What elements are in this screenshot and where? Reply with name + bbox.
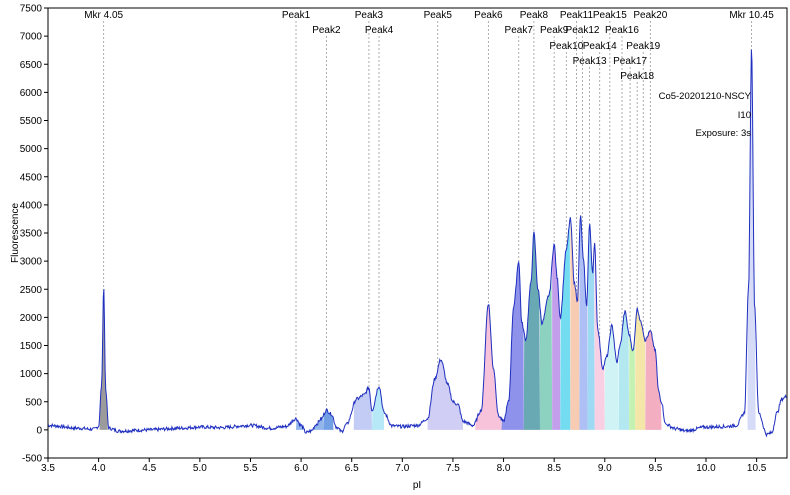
peak-6-label: Peak6 xyxy=(474,10,503,21)
y-axis-title: Fluorescence xyxy=(10,203,21,263)
x-axis: 3.5 4.0 4.5 5.0 5.5 6.0 6.5 7.0 7.5 8.0 8.5 9.0 9.5 1… xyxy=(41,458,767,474)
peak-10-label: Peak10 xyxy=(549,41,583,52)
peak-5-label: Peak5 xyxy=(424,10,453,21)
x-tick-label-9: 8.0 xyxy=(497,463,511,474)
x-tick-label-12: 9.5 xyxy=(648,463,662,474)
y-tick-label-5: 2000 xyxy=(20,313,43,324)
x-tick-label-14: 10.5 xyxy=(747,463,767,474)
peak-fill-13 xyxy=(579,215,588,430)
peak-fill-20 xyxy=(645,330,662,430)
peak-7-label: Peak7 xyxy=(505,25,534,36)
peak-12-label: Peak12 xyxy=(566,25,600,36)
x-tick-label-11: 9.0 xyxy=(598,463,612,474)
trace-group xyxy=(47,49,787,438)
plot-area xyxy=(47,7,788,459)
y-tick-label-15: 7000 xyxy=(20,32,43,43)
marker-fill-2 xyxy=(747,49,756,430)
marker-fill-1 xyxy=(99,289,108,430)
peak-9-label: Peak9 xyxy=(540,25,569,36)
peak-fill-3 xyxy=(353,387,372,430)
x-tick-label-3: 5.0 xyxy=(193,463,207,474)
peak-16-label: Peak16 xyxy=(605,25,639,36)
x-tick-label-8: 7.5 xyxy=(446,463,460,474)
peak-2-label: Peak2 xyxy=(312,25,341,36)
y-axis: -500 0 500 1000 1500 2000 2500 3000 3500 4000 4500… xyxy=(20,4,48,465)
peak-fill-8 xyxy=(523,231,540,430)
annotation-1: Co5-20201210-NSCY xyxy=(659,91,752,102)
x-tick-label-4: 5.5 xyxy=(244,463,258,474)
peak-fill-14 xyxy=(587,223,595,430)
fluorescence-trace xyxy=(47,49,787,438)
annotation-2: I10 xyxy=(738,110,751,121)
peak-15-label: Peak15 xyxy=(593,10,627,21)
y-tick-label-6: 2500 xyxy=(20,285,43,296)
y-tick-label-4: 1500 xyxy=(20,341,43,352)
peak-8-label: Peak8 xyxy=(520,10,549,21)
y-tick-label-10: 4500 xyxy=(20,172,43,183)
peak-4-label: Peak4 xyxy=(365,25,394,36)
y-tick-label-2: 500 xyxy=(25,397,42,408)
peak-3-label: Peak3 xyxy=(355,10,384,21)
x-tick-label-6: 6.5 xyxy=(345,463,359,474)
peak-20-label: Peak20 xyxy=(633,10,667,21)
y-tick-label-7: 3000 xyxy=(20,257,43,268)
x-tick-label-0: 3.5 xyxy=(41,463,55,474)
peak-fill-12 xyxy=(570,217,580,430)
peak-fill-6 xyxy=(475,304,502,430)
y-tick-label-9: 4000 xyxy=(20,200,43,211)
peak-fill-1 xyxy=(296,416,324,430)
y-tick-label-16: 7500 xyxy=(20,4,43,15)
y-tick-label-12: 5500 xyxy=(20,116,43,127)
y-tick-label-3: 1000 xyxy=(20,369,43,380)
peak-11-label: Peak11 xyxy=(560,10,594,21)
marker-1-label: Mkr 4.05 xyxy=(84,10,123,21)
peak-fill-7 xyxy=(501,262,524,430)
x-tick-label-2: 4.5 xyxy=(142,463,156,474)
y-tick-label-14: 6500 xyxy=(20,60,43,71)
peak-17-label: Peak17 xyxy=(613,56,647,67)
x-tick-label-5: 6.0 xyxy=(294,463,308,474)
y-tick-label-0: -500 xyxy=(22,454,42,465)
peak-fill-11 xyxy=(560,220,571,430)
peak-13-label: Peak13 xyxy=(573,56,607,67)
peak-18-label: Peak18 xyxy=(620,71,654,82)
peak-fill-9 xyxy=(539,269,553,430)
x-tick-label-7: 7.0 xyxy=(395,463,409,474)
peak-fill-19 xyxy=(635,307,646,430)
x-tick-label-10: 8.5 xyxy=(547,463,561,474)
peak-guide-lines xyxy=(103,21,752,418)
x-tick-label-13: 10.0 xyxy=(696,463,716,474)
y-tick-label-11: 5000 xyxy=(20,144,43,155)
peak-fill-2 xyxy=(323,409,334,430)
marker-2-label: Mkr 10.45 xyxy=(729,10,774,21)
peak-fill-18 xyxy=(629,334,636,430)
y-tick-label-1: 0 xyxy=(36,425,42,436)
y-tick-label-13: 6000 xyxy=(20,88,43,99)
peak-19-label: Peak19 xyxy=(626,41,660,52)
x-tick-label-1: 4.0 xyxy=(92,463,106,474)
annotation-3: Exposure: 3s xyxy=(696,128,752,139)
annotations: Co5-20201210-NSCY I10 Exposure: 3s xyxy=(659,91,752,139)
y-tick-label-8: 3500 xyxy=(20,229,43,240)
peak-14-label: Peak14 xyxy=(583,41,617,52)
peak-1-label: Peak1 xyxy=(282,10,311,21)
x-axis-title: pI xyxy=(413,480,421,491)
peak-fill-15 xyxy=(594,242,605,430)
